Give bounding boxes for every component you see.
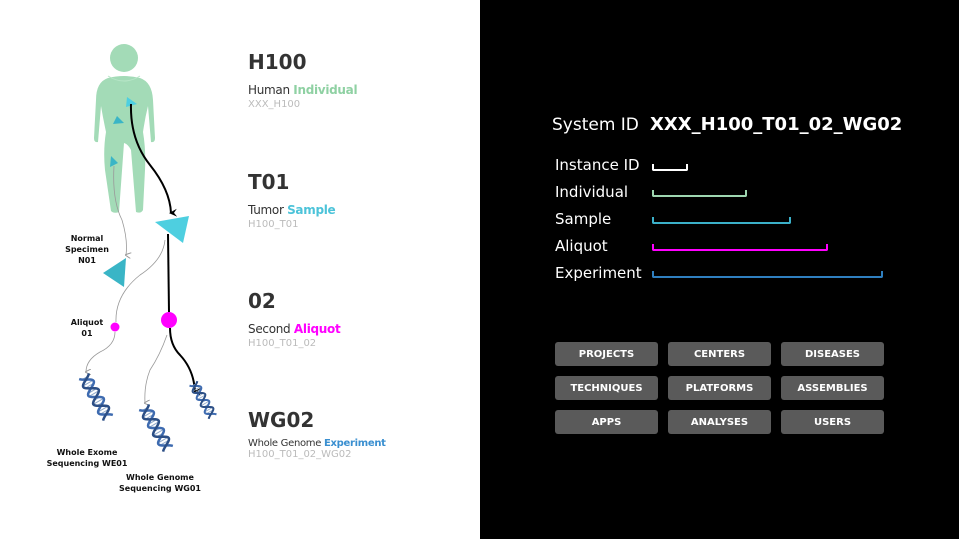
dna-wg02-icon [189, 380, 217, 420]
users-button[interactable]: USERS [781, 410, 884, 434]
system-id-value: XXX_H100_T01_02_WG02 [650, 114, 903, 135]
level-description: Second Aliquot [248, 322, 341, 336]
label-line: N01 [78, 256, 96, 265]
desc-text: Second [248, 322, 294, 336]
level-experiment: WG02 Whole Genome Experiment H100_T01_02… [248, 409, 386, 460]
dna-rung [200, 400, 210, 407]
desc-accent: Sample [287, 203, 336, 217]
level-individual: H100 Human Individual XXX_H100 [248, 50, 358, 110]
specimen-flow-diagram [78, 44, 217, 452]
tumor-site-marker-icon [126, 97, 137, 107]
aliquot-02-icon [161, 312, 177, 328]
normal-site-marker-icon [110, 156, 118, 167]
desc-accent: Experiment [323, 438, 386, 449]
individual-bracket [652, 190, 747, 197]
normal-specimen-label: Normal Specimen N01 [42, 233, 132, 266]
label-line: Whole Genome [126, 473, 194, 482]
dna-rung [97, 405, 109, 413]
label-line: Aliquot [70, 318, 104, 327]
normal-specimen-icon [103, 258, 126, 287]
techniques-button[interactable]: TECHNIQUES [555, 376, 658, 400]
dna-rung [93, 397, 104, 405]
path-to-wg01 [145, 334, 168, 403]
experiment-label: Experiment [555, 264, 642, 282]
platforms-button[interactable]: PLATFORMS [668, 376, 771, 400]
instance-id-bracket [652, 164, 688, 171]
human-figure-icon [94, 44, 155, 213]
level-id: H100_T01_02 [248, 338, 317, 349]
level-id: XXX_H100 [248, 99, 301, 110]
individual-label: Individual [555, 183, 629, 201]
experiment-bracket [652, 271, 883, 278]
dna-rung [157, 436, 169, 444]
dna-rung [153, 428, 164, 436]
label-line: Normal [70, 234, 104, 243]
label-line: Specimen [65, 245, 109, 254]
aliquot-label: Aliquot [555, 237, 608, 255]
level-description: Tumor Sample [248, 203, 336, 217]
dna-rung [82, 379, 94, 387]
path-to-we01 [86, 331, 116, 372]
dna-wg01-icon [138, 404, 174, 452]
dna-strand [191, 380, 215, 420]
wg01-label: Whole Genome Sequencing WG01 [115, 472, 205, 494]
level-id: H100_T01 [248, 219, 299, 230]
desc-text: Tumor [248, 203, 288, 217]
path-to-aliquot-02 [167, 233, 170, 313]
apps-button[interactable]: APPS [555, 410, 658, 434]
dna-we01-icon [78, 373, 114, 421]
sample-label: Sample [555, 210, 612, 228]
aliquot-bracket [652, 244, 828, 251]
path-to-aliquot-01 [115, 239, 166, 323]
centers-button[interactable]: CENTERS [668, 342, 771, 366]
diseases-button[interactable]: DISEASES [781, 342, 884, 366]
dna-rung [197, 394, 206, 400]
level-code: T01 [248, 170, 290, 194]
level-code: 02 [248, 289, 276, 313]
projects-button[interactable]: PROJECTS [555, 342, 658, 366]
sample-bracket [652, 217, 791, 224]
level-description: Whole Genome Experiment [248, 438, 386, 449]
label-line: Sequencing WG01 [119, 484, 201, 493]
level-id: H100_T01_02_WG02 [248, 449, 352, 460]
dna-rung [148, 421, 160, 428]
path-to-normal-specimen [113, 165, 127, 255]
path-to-wg02 [169, 327, 202, 396]
site-marker-icon [113, 116, 124, 124]
aliquot-01-label: Aliquot 01 [42, 317, 132, 339]
tumor-sample-icon [155, 216, 189, 243]
dna-rung [88, 390, 100, 397]
dna-strand [141, 404, 171, 452]
we01-label: Whole Exome Sequencing WE01 [42, 447, 132, 469]
aliquot-01-icon [110, 322, 120, 332]
dna-rung [204, 407, 213, 413]
label-line: Whole Exome [56, 448, 118, 457]
path-to-tumor-sample [129, 103, 178, 217]
desc-accent: Individual [293, 83, 358, 97]
desc-accent: Aliquot [293, 322, 341, 336]
level-sample: T01 Tumor Sample H100_T01 [248, 170, 336, 230]
dna-strand [81, 373, 111, 421]
level-description: Human Individual [248, 83, 358, 97]
level-code: WG02 [248, 408, 315, 432]
level-aliquot: 02 Second Aliquot H100_T01_02 [248, 289, 341, 349]
analyses-button[interactable]: ANALYSES [668, 410, 771, 434]
label-line: Sequencing WE01 [46, 459, 128, 468]
desc-text: Whole Genome [248, 438, 324, 449]
level-code: H100 [248, 50, 307, 74]
hierarchy-diagram-panel: Normal Specimen N01 Aliquot 01 Whole Exo… [42, 44, 386, 494]
label-line: 01 [81, 329, 93, 338]
assemblies-button[interactable]: ASSEMBLIES [781, 376, 884, 400]
instance-id-label: Instance ID [555, 156, 640, 174]
dna-rung [142, 410, 154, 418]
system-id-label: System ID [552, 115, 639, 135]
desc-text: Human [248, 83, 294, 97]
system-id-panel: System ID XXX_H100_T01_02_WG02 Instance … [480, 0, 959, 539]
dna-rung [192, 386, 201, 392]
